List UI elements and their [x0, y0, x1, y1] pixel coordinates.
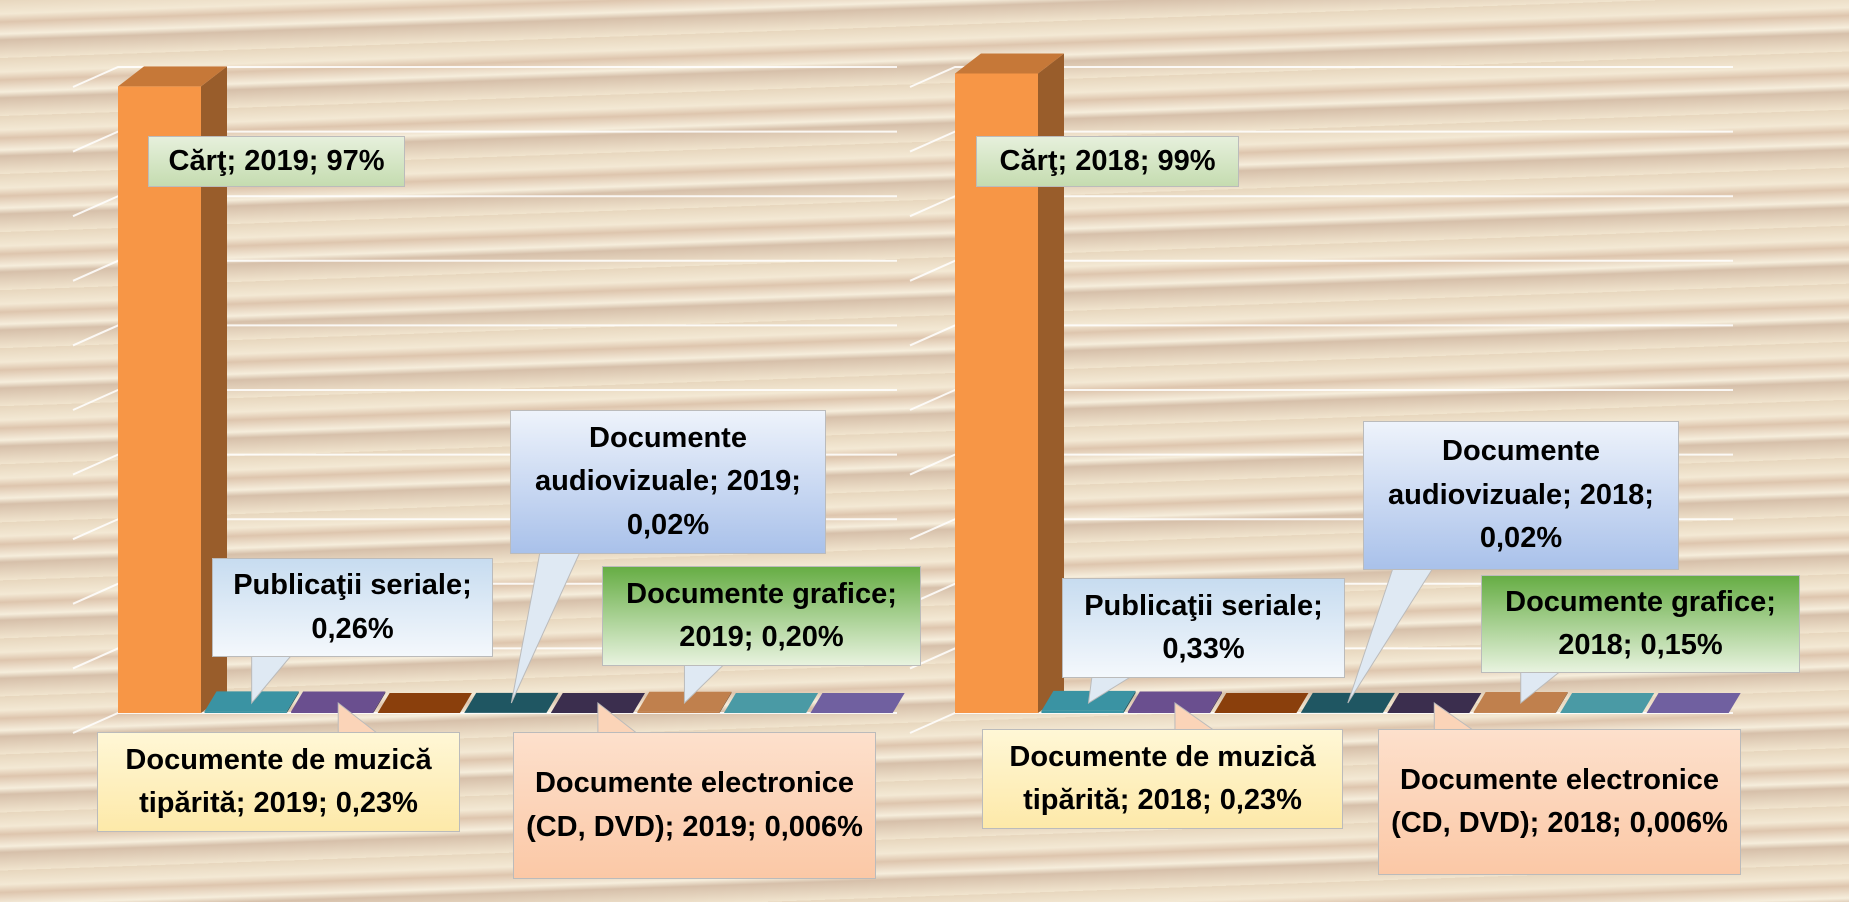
data-label: Publicaţii seriale; 0,26%: [212, 558, 493, 657]
bar-top: [1560, 693, 1654, 713]
bar-top: [1647, 693, 1741, 713]
data-label: Publicaţii seriale; 0,33%: [1062, 578, 1345, 678]
data-label: Documente electronice (CD, DVD); 2018; 0…: [1378, 729, 1741, 875]
bar-front: [1128, 712, 1210, 713]
page: (() => { const data = JSON.parse(documen…: [0, 0, 1849, 902]
bar-top: [724, 693, 818, 713]
data-label: Documente grafice; 2018; 0,15%: [1481, 575, 1800, 673]
data-label: Documente de muzică tipărită; 2019; 0,23…: [97, 732, 460, 832]
data-label: Documente grafice; 2019; 0,20%: [602, 566, 921, 666]
grid-line: [73, 713, 897, 733]
bar-top: [378, 693, 472, 713]
data-label: Cărţ; 2018; 99%: [976, 136, 1239, 187]
bar-front: [205, 711, 287, 713]
data-label: Documente de muzică tipărită; 2018; 0,23…: [982, 729, 1343, 829]
data-label: Documente audiovizuale; 2018; 0,02%: [1363, 421, 1679, 570]
data-label: Documente electronice (CD, DVD); 2019; 0…: [513, 732, 876, 879]
data-label: Cărţ; 2019; 97%: [148, 136, 405, 187]
bar-top: [810, 693, 904, 713]
callout-pointer: [1348, 568, 1433, 703]
data-label: Documente audiovizuale; 2019; 0,02%: [510, 410, 826, 554]
bar-front: [637, 712, 719, 713]
bar-front: [1474, 712, 1556, 713]
callout-pointer: [511, 552, 580, 703]
bar-top: [1214, 693, 1308, 713]
bar-front: [1041, 711, 1123, 713]
bar-front: [291, 712, 373, 713]
